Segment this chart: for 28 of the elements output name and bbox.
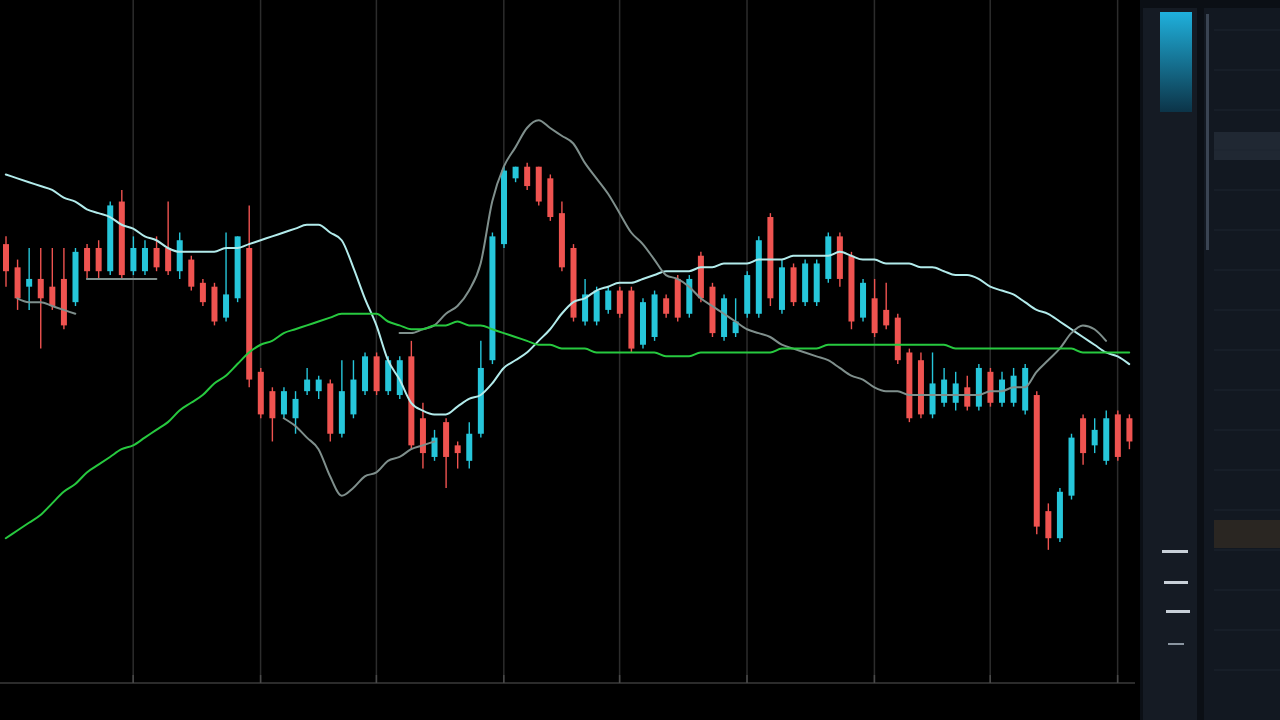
candlestick bbox=[84, 243, 91, 280]
candlestick bbox=[37, 247, 44, 350]
candlestick bbox=[304, 367, 311, 396]
candlestick bbox=[964, 374, 971, 412]
candlestick bbox=[95, 239, 102, 280]
candlestick bbox=[524, 162, 531, 191]
candlestick bbox=[315, 374, 322, 400]
candlestick bbox=[941, 367, 948, 408]
candlestick bbox=[292, 390, 299, 435]
candlestick bbox=[431, 429, 438, 462]
candlestick bbox=[199, 278, 206, 307]
candlestick bbox=[130, 235, 137, 276]
candlestick bbox=[1126, 413, 1133, 450]
candlestick bbox=[141, 239, 148, 276]
candlestick bbox=[999, 371, 1006, 408]
candlestick bbox=[153, 235, 160, 272]
candlestick bbox=[1091, 417, 1098, 454]
candlestick bbox=[454, 440, 461, 470]
candlestick bbox=[616, 285, 623, 319]
candlestick bbox=[49, 247, 56, 311]
candlestick bbox=[223, 231, 230, 323]
candlestick bbox=[26, 247, 33, 311]
candlestick bbox=[952, 371, 959, 412]
candlestick bbox=[605, 285, 612, 315]
candlestick bbox=[663, 293, 670, 319]
candlestick bbox=[165, 200, 172, 276]
candlestick bbox=[280, 386, 287, 419]
candlestick bbox=[883, 282, 890, 330]
